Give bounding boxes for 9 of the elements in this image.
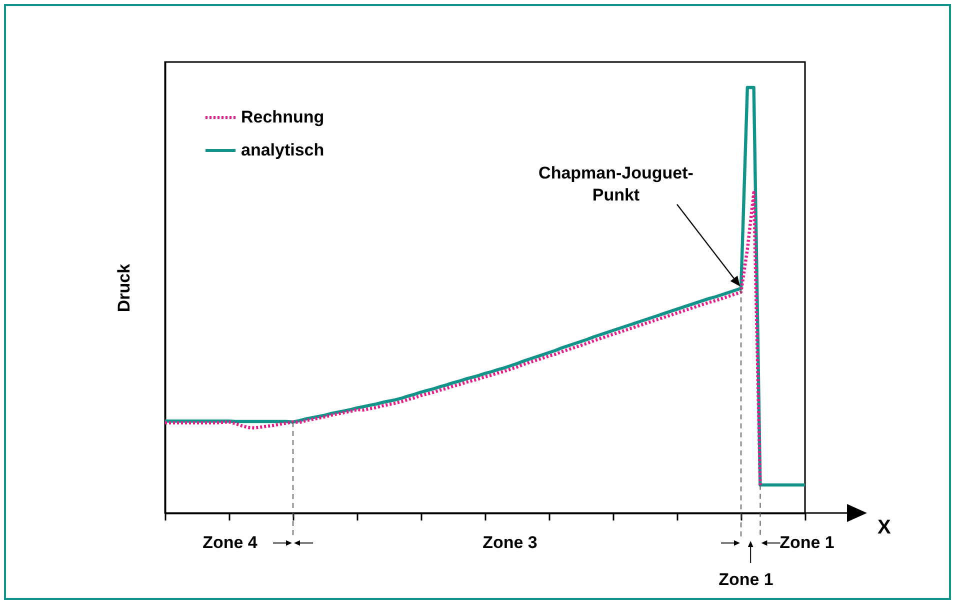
x-axis-title: X [878,516,892,538]
legend-label: analytisch [241,140,324,160]
annotation: Chapman-Jouguet-Punkt [538,163,694,204]
text: Zone 3 [482,533,538,552]
legend-label: Rechnung [241,108,324,126]
text: Zone 1 [780,533,834,552]
text: Zone 1 [718,570,774,589]
text: Zone 4 [202,533,258,552]
y-axis-title: Druck [114,263,134,312]
